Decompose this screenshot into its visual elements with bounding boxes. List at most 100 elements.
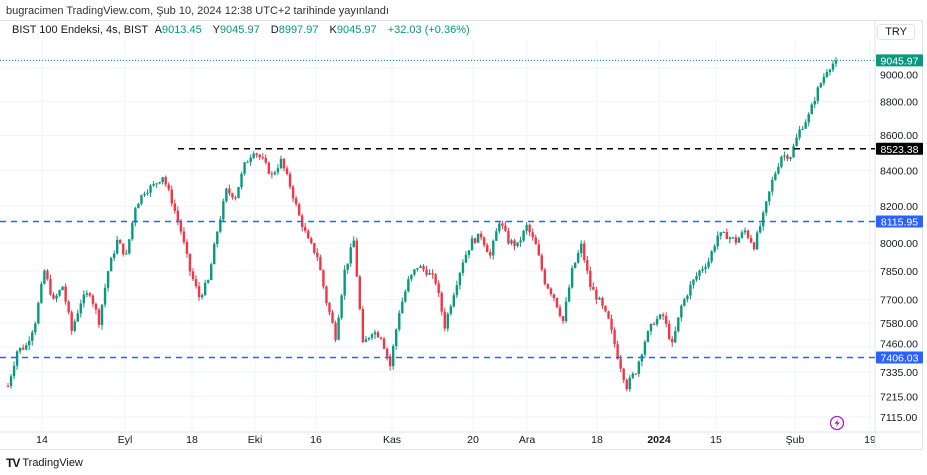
candle-body <box>510 240 513 244</box>
high-value: 9045.97 <box>219 24 260 36</box>
candle-body <box>549 288 553 295</box>
candle-body <box>331 312 334 324</box>
candle-body <box>43 270 46 284</box>
x-tick-label: 2024 <box>647 434 671 446</box>
candle-body <box>337 317 340 340</box>
candle-body <box>334 323 337 340</box>
x-tick-label: Eki <box>248 434 263 446</box>
candle-body <box>567 287 571 302</box>
candle-body <box>425 269 428 275</box>
candle-body <box>304 227 307 231</box>
candle-body <box>91 295 95 304</box>
candle-body <box>79 303 82 314</box>
candle-body <box>76 313 79 322</box>
change-value: +32.03 (+0.36%) <box>387 24 470 36</box>
currency-button[interactable]: TRY <box>877 24 915 40</box>
candle-body <box>61 286 64 291</box>
candle-body <box>655 318 659 325</box>
candle-body <box>237 187 240 199</box>
candle-body <box>446 313 449 329</box>
candle-body <box>707 261 710 268</box>
candle-body <box>70 312 73 331</box>
candle-body <box>774 173 777 180</box>
candle-body <box>297 204 301 216</box>
candle-body <box>725 232 729 240</box>
candle-body <box>391 346 395 367</box>
level-price-label: 8115.95 <box>881 217 918 229</box>
candle-body <box>6 386 10 388</box>
candle-body <box>755 232 759 250</box>
candle-body <box>194 279 198 287</box>
candle-body <box>228 188 231 194</box>
candle-body <box>701 269 704 271</box>
candle-body <box>580 243 583 254</box>
candle-body <box>200 295 204 298</box>
candle-body <box>519 240 522 243</box>
candle-body <box>34 323 37 333</box>
candle-body <box>294 198 298 205</box>
candle-body <box>564 301 568 321</box>
level-price-label: 7406.03 <box>881 352 919 364</box>
candle-body <box>328 303 331 313</box>
candle-body <box>458 272 462 286</box>
candle-body <box>601 297 604 306</box>
candle-body <box>176 210 180 222</box>
low-label: D <box>270 24 279 36</box>
candle-body <box>310 238 313 244</box>
candle-body <box>40 283 43 303</box>
candle-body <box>349 247 352 264</box>
candle-body <box>825 72 829 77</box>
candle-body <box>816 87 820 101</box>
candle-body <box>143 193 146 196</box>
x-tick-label: 18 <box>591 434 603 446</box>
x-tick-label: 19 <box>864 434 876 446</box>
candle-body <box>810 104 813 115</box>
candle-body <box>313 243 316 253</box>
candle-body <box>576 253 580 263</box>
candle-body <box>109 257 113 272</box>
candle-body <box>382 338 386 349</box>
candle-body <box>686 295 689 300</box>
candle-body <box>291 186 295 199</box>
candle-body <box>128 239 131 254</box>
close-value: 9045.97 <box>336 24 377 36</box>
candle-body <box>440 293 443 312</box>
candle-body <box>822 76 826 84</box>
candle-body <box>622 368 625 380</box>
candle-body <box>737 237 741 243</box>
candle-body <box>746 230 750 238</box>
candle-body <box>288 173 292 187</box>
candle-body <box>355 240 358 277</box>
candle-body <box>370 334 374 338</box>
candle-body <box>352 240 355 248</box>
candle-body <box>152 184 155 186</box>
lightning-icon[interactable] <box>829 415 845 431</box>
candle-body <box>182 231 186 243</box>
candle-body <box>191 271 195 280</box>
candle-body <box>31 332 34 342</box>
candle-body <box>379 337 383 339</box>
candle-body <box>722 232 725 234</box>
candle-body <box>716 235 719 247</box>
candle-body <box>513 240 516 247</box>
candle-body <box>206 280 210 283</box>
candle-body <box>704 267 707 270</box>
symbol-name: BIST 100 Endeksi, 4s, BIST <box>12 24 149 36</box>
candle-body <box>464 254 468 263</box>
x-tick-label: Kas <box>383 434 401 446</box>
candle-body <box>131 222 134 240</box>
candle-body <box>777 166 780 174</box>
candle-body <box>492 240 495 256</box>
candle-body <box>586 260 589 271</box>
candle-body <box>489 252 492 256</box>
candle-body <box>112 253 116 258</box>
candle-body <box>449 306 453 314</box>
candle-body <box>758 226 762 233</box>
candle-body <box>216 231 219 245</box>
candle-body <box>434 274 437 284</box>
candle-body <box>476 233 480 243</box>
candle-body <box>125 253 128 255</box>
candle-body <box>49 279 52 295</box>
candle-body <box>674 331 677 343</box>
